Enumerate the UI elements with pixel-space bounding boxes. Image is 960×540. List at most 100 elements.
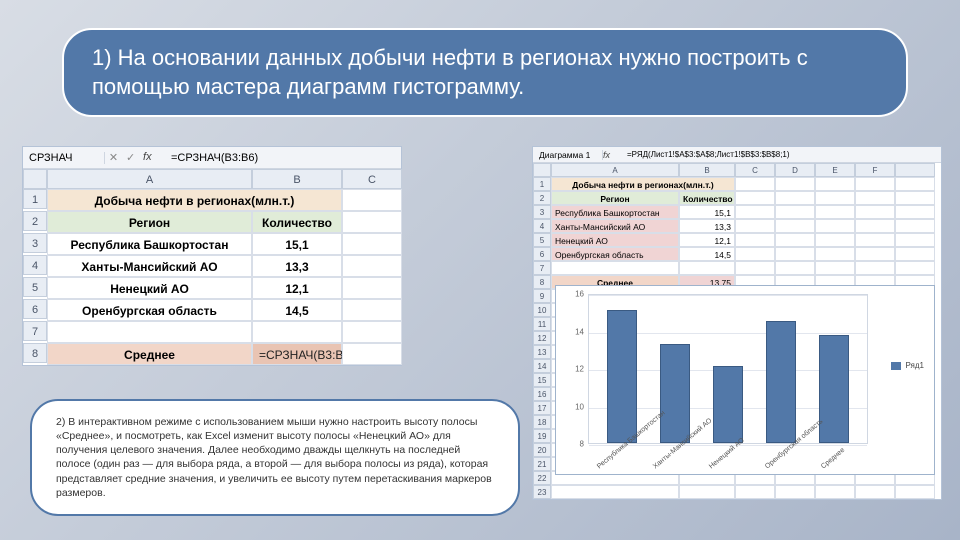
row-header[interactable]: 3 bbox=[23, 233, 47, 253]
cell[interactable] bbox=[679, 485, 735, 499]
row-header[interactable]: 9 bbox=[533, 289, 551, 303]
cell[interactable]: Количество bbox=[252, 211, 342, 233]
cell[interactable] bbox=[735, 485, 775, 499]
row-header[interactable]: 21 bbox=[533, 457, 551, 471]
name-box[interactable]: СРЗНАЧ bbox=[23, 152, 105, 164]
cell[interactable] bbox=[815, 219, 855, 233]
cell[interactable] bbox=[342, 233, 402, 255]
row-header[interactable]: 6 bbox=[23, 299, 47, 319]
cell[interactable] bbox=[895, 233, 935, 247]
cell[interactable]: Республика Башкортостан bbox=[551, 205, 679, 219]
cell[interactable]: 15,1 bbox=[679, 205, 735, 219]
cell[interactable] bbox=[735, 247, 775, 261]
col-header[interactable]: E bbox=[815, 163, 855, 177]
cell[interactable] bbox=[775, 233, 815, 247]
cell[interactable] bbox=[855, 205, 895, 219]
col-header[interactable]: A bbox=[551, 163, 679, 177]
cell[interactable]: Республика Башкортостан bbox=[47, 233, 252, 255]
cancel-icon[interactable]: ✕ bbox=[109, 151, 118, 164]
cell[interactable]: 12,1 bbox=[252, 277, 342, 299]
cell[interactable] bbox=[735, 177, 775, 191]
merged-title-cell[interactable]: Добыча нефти в регионах(млн.т.) bbox=[47, 189, 342, 211]
cell[interactable] bbox=[551, 261, 679, 275]
cell[interactable] bbox=[775, 261, 815, 275]
cell[interactable] bbox=[775, 205, 815, 219]
cell[interactable] bbox=[735, 261, 775, 275]
row-header[interactable]: 2 bbox=[533, 191, 551, 205]
cell[interactable] bbox=[342, 277, 402, 299]
row-header[interactable]: 8 bbox=[23, 343, 47, 363]
cell[interactable] bbox=[47, 321, 252, 343]
cell[interactable] bbox=[775, 247, 815, 261]
row-header[interactable]: 13 bbox=[533, 345, 551, 359]
cell[interactable] bbox=[342, 299, 402, 321]
col-header[interactable]: F bbox=[855, 163, 895, 177]
row-header[interactable]: 17 bbox=[533, 401, 551, 415]
cell[interactable] bbox=[895, 205, 935, 219]
row-header[interactable]: 6 bbox=[533, 247, 551, 261]
confirm-icon[interactable]: ✓ bbox=[126, 151, 135, 164]
cell-avg-label[interactable]: Среднее bbox=[47, 343, 252, 365]
cell[interactable]: Оренбургская область bbox=[551, 247, 679, 261]
row-header[interactable]: 15 bbox=[533, 373, 551, 387]
spreadsheet-grid[interactable]: A B C 1 Добыча нефти в регионах(млн.т.) … bbox=[23, 169, 401, 365]
chart-bar[interactable] bbox=[607, 310, 637, 443]
formula-input[interactable]: =СРЗНАЧ(B3:B6) bbox=[165, 152, 401, 164]
cell[interactable] bbox=[342, 321, 402, 343]
cell[interactable]: 14,5 bbox=[252, 299, 342, 321]
cell[interactable] bbox=[342, 343, 402, 365]
cell[interactable]: 13,3 bbox=[252, 255, 342, 277]
cell[interactable] bbox=[895, 247, 935, 261]
row-header[interactable]: 4 bbox=[23, 255, 47, 275]
row-header[interactable]: 10 bbox=[533, 303, 551, 317]
cell[interactable]: Регион bbox=[551, 191, 679, 205]
cell[interactable] bbox=[855, 247, 895, 261]
cell[interactable]: 13,3 bbox=[679, 219, 735, 233]
select-all[interactable] bbox=[23, 169, 47, 189]
cell[interactable]: 12,1 bbox=[679, 233, 735, 247]
cell[interactable] bbox=[895, 261, 935, 275]
chart-bar[interactable] bbox=[713, 366, 743, 443]
name-box[interactable]: Диаграмма 1 bbox=[533, 150, 603, 160]
cell[interactable] bbox=[815, 233, 855, 247]
fx-edit-icons[interactable]: ✕ ✓ fx bbox=[105, 151, 165, 164]
row-header[interactable]: 5 bbox=[23, 277, 47, 297]
cell[interactable]: Регион bbox=[47, 211, 252, 233]
row-header[interactable]: 18 bbox=[533, 415, 551, 429]
cell[interactable] bbox=[735, 205, 775, 219]
row-header[interactable]: 7 bbox=[23, 321, 47, 341]
chart-bar[interactable] bbox=[660, 344, 690, 443]
cell[interactable] bbox=[815, 177, 855, 191]
row-header[interactable]: 1 bbox=[23, 189, 47, 209]
chart-bar[interactable] bbox=[766, 321, 796, 443]
cell[interactable]: Количество bbox=[679, 191, 735, 205]
select-all[interactable] bbox=[533, 163, 551, 177]
cell[interactable] bbox=[342, 255, 402, 277]
cell[interactable] bbox=[815, 485, 855, 499]
row-header[interactable]: 12 bbox=[533, 331, 551, 345]
col-header[interactable]: B bbox=[679, 163, 735, 177]
cell[interactable] bbox=[775, 191, 815, 205]
cell[interactable] bbox=[735, 191, 775, 205]
row-header[interactable]: 2 bbox=[23, 211, 47, 231]
cell[interactable] bbox=[815, 191, 855, 205]
row-header[interactable]: 16 bbox=[533, 387, 551, 401]
cell[interactable]: 14,5 bbox=[679, 247, 735, 261]
row-header[interactable]: 3 bbox=[533, 205, 551, 219]
row-header[interactable]: 22 bbox=[533, 471, 551, 485]
cell[interactable] bbox=[855, 261, 895, 275]
cell[interactable] bbox=[551, 485, 679, 499]
cell[interactable]: Ненецкий АО bbox=[47, 277, 252, 299]
cell[interactable] bbox=[855, 177, 895, 191]
row-header[interactable]: 20 bbox=[533, 443, 551, 457]
formula-input[interactable]: =РЯД(Лист1!$A$3:$A$8;Лист1!$B$3:$B$8;1) bbox=[621, 150, 941, 159]
merged-title[interactable]: Добыча нефти в регионах(млн.т.) bbox=[551, 177, 735, 191]
row-header[interactable]: 14 bbox=[533, 359, 551, 373]
col-header[interactable]: B bbox=[252, 169, 342, 189]
cell[interactable] bbox=[895, 191, 935, 205]
cell[interactable] bbox=[775, 485, 815, 499]
cell[interactable] bbox=[815, 261, 855, 275]
row-header[interactable]: 8 bbox=[533, 275, 551, 289]
cell[interactable] bbox=[679, 261, 735, 275]
cell[interactable] bbox=[815, 247, 855, 261]
